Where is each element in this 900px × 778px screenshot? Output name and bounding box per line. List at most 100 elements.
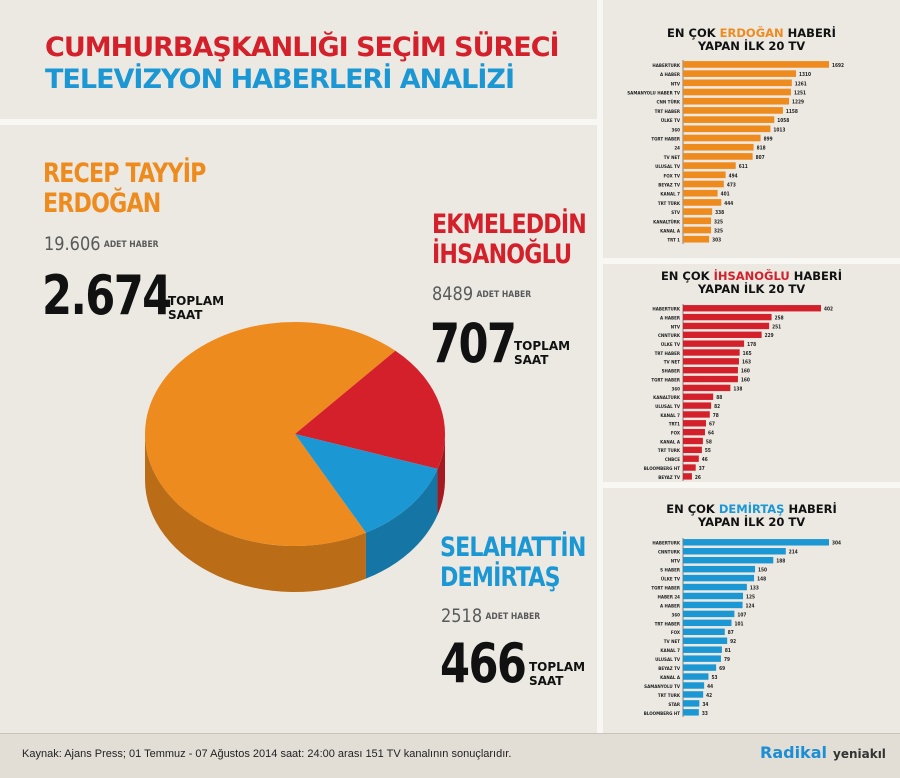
bar-value-label: 55 — [705, 448, 711, 454]
bar-value-label: 1058 — [777, 118, 789, 124]
bar-value-label: 165 — [743, 351, 752, 357]
bar — [683, 700, 700, 707]
bar — [683, 162, 736, 169]
bar-value-label: 258 — [775, 315, 784, 321]
bar-value-label: 178 — [747, 342, 756, 348]
pie-slice-ihsanoglu-side — [437, 434, 446, 515]
bar-category-label: KANALTURK — [653, 395, 681, 401]
bar-value-label: 124 — [746, 603, 755, 609]
bar-category-label: A HABER — [660, 315, 681, 321]
bar-value-label: 473 — [727, 183, 736, 189]
bar-value-label: 494 — [729, 173, 738, 179]
erdogan-bar-chart: HABERTURK 1692 A HABER 1310 NTV 1261 SAMANYOLU… — [627, 60, 844, 244]
bar-category-label: CNN TÜRK — [657, 99, 681, 106]
radikal-logo: Radikal — [760, 743, 827, 762]
bar — [683, 79, 792, 87]
bar — [683, 367, 738, 374]
ihsanoglu-hours-label: TOPLAM SAAT — [514, 339, 571, 367]
bar-category-label: NTV — [671, 324, 681, 330]
demirtas-ranking-title-pre: EN ÇOK — [666, 502, 719, 516]
demirtas-hours: 466 — [440, 632, 527, 695]
bar-category-label: ULUSAL TV — [655, 404, 681, 410]
demirtas-news-unit: ADET HABER — [485, 611, 541, 622]
erdogan-name: RECEP TAYYİP ERDOĞAN — [43, 159, 206, 219]
bar-category-label: TRT TÜRK — [658, 200, 681, 207]
bar-value-label: 899 — [764, 137, 773, 143]
bar-category-label: NTV — [671, 81, 681, 87]
bar — [683, 125, 771, 133]
bar — [683, 70, 797, 77]
ihsanoglu-ranking-title: EN ÇOK İHSANOĞLU HABERİ YAPAN İLK 20 TV — [603, 270, 900, 296]
ihsanoglu-ranking-title-post: HABERİ — [789, 269, 843, 283]
bar — [683, 628, 725, 636]
bar-category-label: KANAL 7 — [660, 192, 680, 198]
pie-slice-erdogan-side — [145, 434, 366, 592]
bar-category-label: HABERTURK — [652, 307, 680, 313]
bar-category-label: TRT 1 — [667, 238, 680, 244]
pie-slice-demirtas-side — [365, 468, 438, 579]
bar-category-label: A HABER — [660, 72, 681, 78]
bar-value-label: 160 — [741, 369, 750, 375]
bar — [683, 313, 772, 321]
bar — [683, 116, 775, 123]
demirtas-ranking-title-post: HABERİ — [784, 502, 837, 516]
bar-value-label: 1229 — [792, 100, 804, 106]
bar-value-label: 79 — [724, 657, 730, 663]
bar — [683, 305, 821, 312]
footer — [0, 733, 900, 778]
bar-category-label: S HABER — [660, 568, 681, 574]
pie-slice-ihsanoglu — [295, 350, 445, 469]
bar-category-label: 360 — [672, 386, 681, 392]
bar-category-label: SHABER — [662, 369, 681, 375]
demirtas-name-line2: DEMİRTAŞ — [440, 562, 561, 593]
ihsanoglu-ranking-title-line2: YAPAN İLK 20 TV — [697, 282, 806, 296]
bar-category-label: BEYAZ TV — [658, 666, 681, 672]
bar-value-label: 1251 — [794, 91, 806, 97]
bar-category-label: ÜLKE TV — [661, 117, 681, 124]
bar-value-label: 26 — [695, 475, 701, 481]
erdogan-news-value: 19.606 — [44, 233, 101, 255]
bar — [683, 411, 710, 418]
ihsanoglu-name: EKMELEDDİN İHSANOĞLU — [432, 210, 587, 270]
bar-value-label: 82 — [714, 404, 720, 410]
bar-value-label: 338 — [715, 210, 724, 216]
bar-value-label: 138 — [733, 386, 742, 392]
bar — [683, 375, 738, 383]
demirtas-hours-label: TOPLAM SAAT — [529, 660, 586, 688]
bar-category-label: ÜLKE TV — [661, 341, 681, 348]
bar-category-label: BLOOMBERG HT — [644, 466, 681, 472]
erdogan-news-count: 19.606 ADET HABER — [44, 233, 159, 255]
bar-value-label: 69 — [719, 666, 725, 672]
bar — [683, 217, 712, 225]
bar — [683, 153, 753, 160]
bar — [683, 682, 705, 689]
bar-category-label: TGRT HABER — [651, 585, 681, 591]
bar-value-label: 88 — [716, 395, 722, 401]
bar-value-label: 1692 — [832, 63, 844, 69]
demirtas-ranking-title-line2: YAPAN İLK 20 TV — [697, 515, 806, 529]
bar — [683, 171, 726, 179]
bar-category-label: 24 — [674, 146, 680, 152]
erdogan-ranking-title-line2: YAPAN İLK 20 TV — [697, 39, 806, 53]
bar-category-label: A HABER — [660, 603, 681, 609]
pie-slice-demirtas — [295, 434, 438, 533]
bar-category-label: ÜLKE TV — [661, 576, 681, 583]
ihsanoglu-name-line2: İHSANOĞLU — [432, 239, 572, 270]
bar-value-label: 818 — [757, 146, 766, 152]
bar-category-label: TRT TURK — [658, 693, 681, 699]
erdogan-hours: 2.674 — [42, 264, 172, 327]
bar-value-label: 148 — [757, 577, 766, 583]
bar — [683, 180, 724, 188]
ihsanoglu-ranking-title-pre: EN ÇOK — [660, 269, 714, 283]
bar — [683, 556, 774, 564]
ihsanoglu-hours: 707 — [430, 312, 517, 375]
demirtas-ranking-title: EN ÇOK DEMİRTAŞ HABERİ YAPAN İLK 20 TV — [603, 503, 900, 529]
erdogan-ranking-title-pre: EN ÇOK — [667, 26, 720, 40]
bar-category-label: TV NET — [664, 360, 680, 366]
bar-category-label: TV NET — [664, 155, 680, 161]
bar — [683, 592, 744, 600]
bar — [683, 97, 790, 105]
bar — [683, 393, 714, 400]
bar — [683, 646, 722, 653]
bar-category-label: FOX TV — [664, 173, 681, 179]
